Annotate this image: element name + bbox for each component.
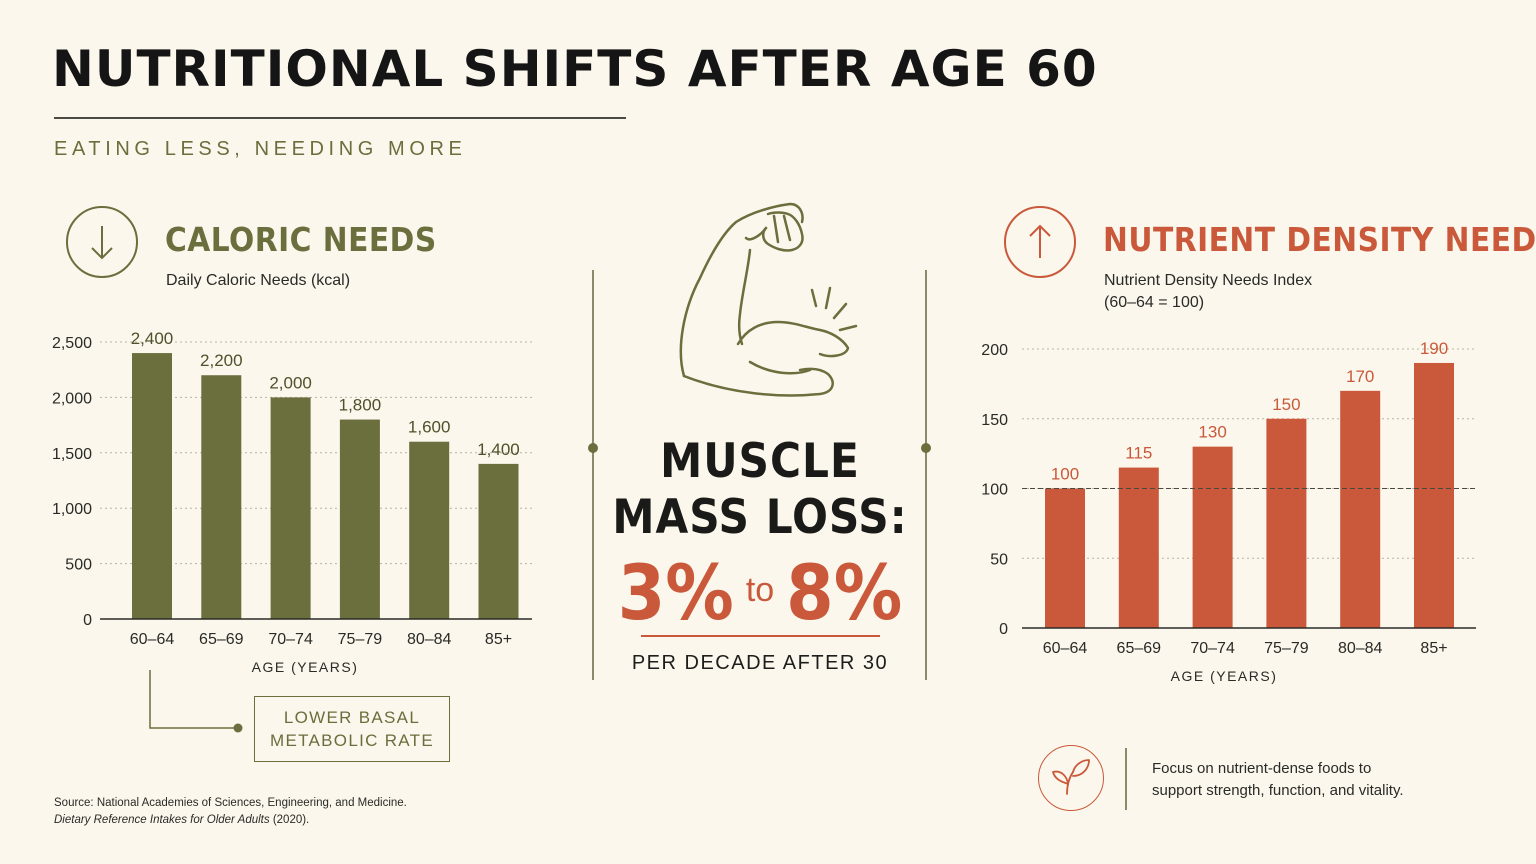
data-label: 1,400 [477, 440, 520, 459]
y-tick-label: 500 [65, 557, 92, 574]
x-tick-label: 60–64 [130, 631, 175, 648]
arrow-down-circle-icon [66, 206, 138, 278]
y-tick-label: 2,000 [52, 390, 92, 407]
y-tick-label: 1,500 [52, 446, 92, 463]
x-tick-label: 75–79 [338, 631, 383, 648]
callout-connector [149, 670, 243, 733]
bar [1266, 418, 1307, 628]
focus-divider [1125, 748, 1127, 810]
bar [201, 375, 242, 619]
y-tick-label: 100 [981, 482, 1008, 499]
y-tick-label: 0 [999, 621, 1008, 638]
y-tick-label: 150 [981, 412, 1008, 429]
focus-line2: support strength, function, and vitality… [1152, 782, 1404, 799]
nutrient-heading: NUTRIENT DENSITY NEEDS [1103, 220, 1536, 259]
x-tick-label: 75–79 [1264, 640, 1309, 657]
x-axis-label: AGE (YEARS) [1171, 668, 1278, 684]
data-label: 150 [1272, 395, 1300, 414]
source-note: Source: National Academies of Sciences, … [54, 795, 407, 829]
muscle-loss-high: 8% [786, 548, 903, 637]
leaf-circle-icon [1038, 745, 1104, 811]
y-tick-label: 200 [981, 342, 1008, 359]
x-tick-label: 70–74 [1190, 640, 1235, 657]
left-divider [592, 270, 594, 680]
arrow-up-circle-icon [1004, 206, 1076, 278]
data-label: 2,000 [269, 373, 312, 392]
bmr-callout: LOWER BASAL METABOLIC RATE [254, 696, 450, 762]
data-label: 1,800 [339, 396, 382, 415]
data-label: 130 [1198, 423, 1226, 442]
right-divider-dot [921, 443, 931, 453]
muscle-heading-line1: MUSCLE [660, 434, 860, 489]
page-title: NUTRITIONAL SHIFTS AFTER AGE 60 [52, 40, 1098, 98]
data-label: 100 [1051, 465, 1079, 484]
x-tick-label: 65–69 [199, 631, 244, 648]
nutrient-subtitle-line2: (60–64 = 100) [1104, 294, 1205, 311]
bar [339, 419, 380, 619]
y-tick-label: 0 [83, 612, 92, 629]
x-tick-label: 80–84 [407, 631, 452, 648]
source-year: (2020). [269, 814, 310, 826]
range-underline [641, 635, 880, 637]
caloric-subtitle: Daily Caloric Needs (kcal) [166, 272, 351, 289]
x-tick-label: 85+ [1420, 640, 1447, 657]
data-label: 115 [1125, 444, 1152, 463]
bmr-callout-line1: LOWER BASAL [283, 708, 421, 727]
x-tick-label: 80–84 [1338, 640, 1383, 657]
bar [270, 397, 311, 619]
y-tick-label: 2,500 [52, 335, 92, 352]
bar [1340, 390, 1381, 628]
flexed-arm-icon [679, 202, 858, 397]
caloric-heading: CALORIC NEEDS [165, 220, 437, 259]
data-label: 2,400 [131, 329, 174, 348]
muscle-loss-to: to [745, 571, 775, 609]
y-tick-label: 50 [990, 551, 1008, 568]
source-publication: Dietary Reference Intakes for Older Adul… [54, 814, 270, 826]
x-tick-label: 60–64 [1043, 640, 1088, 657]
x-tick-label: 65–69 [1117, 640, 1162, 657]
muscle-loss-range: 3% to 8% [600, 548, 920, 637]
muscle-heading-line2: MASS LOSS: [612, 490, 908, 545]
title-divider [54, 117, 626, 119]
bmr-callout-line2: METABOLIC RATE [270, 731, 434, 750]
bar [132, 353, 172, 619]
muscle-loss-low: 3% [617, 548, 734, 637]
data-label: 2,200 [200, 351, 243, 370]
focus-line1: Focus on nutrient-dense foods to [1152, 760, 1372, 777]
nutrient-subtitle: Nutrient Density Needs Index (60–64 = 10… [1104, 270, 1312, 314]
bar [1118, 467, 1159, 628]
nutrient-subtitle-line1: Nutrient Density Needs Index [1104, 272, 1313, 289]
x-tick-label: 70–74 [268, 631, 313, 648]
nutrient-chart: 0 50 100 150 200 100 60–64 115 65–69 130 70–74 150 7… [981, 339, 1476, 684]
bar [1045, 488, 1085, 628]
y-tick-label: 1,000 [52, 501, 92, 518]
bar [478, 463, 519, 619]
bar [409, 441, 450, 619]
data-label: 1,600 [408, 418, 451, 437]
bar [1414, 362, 1454, 628]
x-axis-label: AGE (YEARS) [252, 659, 359, 675]
right-divider [925, 270, 927, 680]
focus-note: Focus on nutrient-dense foods to support… [1152, 758, 1404, 802]
page-subtitle: EATING LESS, NEEDING MORE [54, 138, 467, 160]
caloric-chart: 0 500 1,000 1,500 2,000 2,500 2,400 60–64 2,200 6… [52, 329, 532, 675]
bar [1192, 446, 1233, 628]
muscle-loss-note: PER DECADE AFTER 30 [631, 652, 889, 674]
data-label: 170 [1346, 367, 1374, 386]
data-label: 190 [1420, 339, 1448, 358]
left-divider-dot [588, 443, 598, 453]
source-line1: Source: National Academies of Sciences, … [54, 797, 407, 809]
x-tick-label: 85+ [485, 631, 512, 648]
